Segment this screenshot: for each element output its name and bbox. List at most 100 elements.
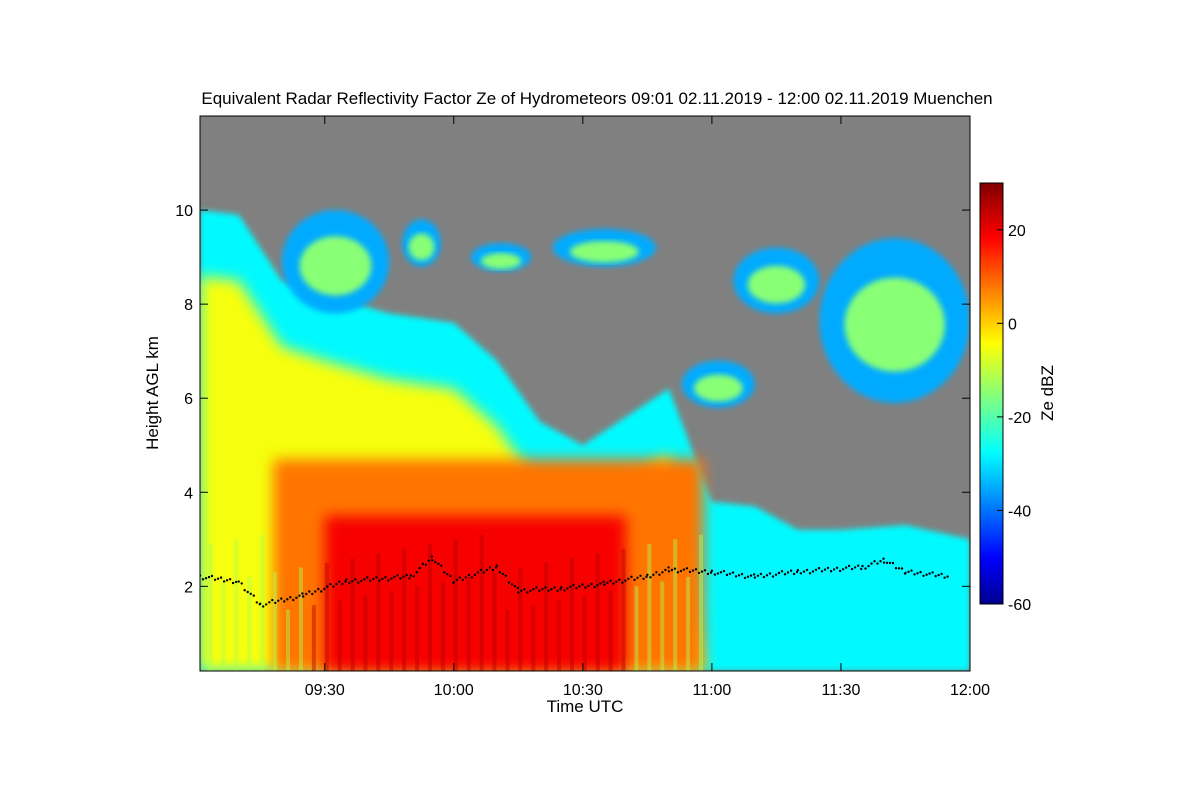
melting-layer-point: [832, 568, 836, 571]
rain-streak: [505, 609, 510, 671]
chart-title: Equivalent Radar Reflectivity Factor Ze …: [201, 89, 992, 108]
melting-layer-point: [796, 568, 800, 572]
rain-streak: [492, 572, 497, 671]
melting-layer-point: [783, 573, 787, 576]
melting-layer-point: [706, 572, 710, 576]
colorbar-tick-label: 0: [1008, 316, 1017, 333]
melting-layer-point: [231, 581, 235, 585]
melting-layer-point: [946, 575, 949, 578]
y-axis: 2 4 6 8 10: [175, 203, 970, 596]
melting-layer-point: [667, 570, 671, 573]
melting-layer-point: [709, 571, 713, 574]
cirrus-core: [747, 265, 806, 304]
rain-streak: [660, 581, 665, 671]
rain-streak: [427, 544, 432, 671]
melting-layer-point: [507, 581, 511, 584]
rain-streak: [324, 562, 329, 671]
melting-layer-point: [844, 566, 848, 569]
rain-streak: [363, 595, 368, 671]
x-tick-label: 11:00: [692, 682, 731, 699]
melting-layer-point: [544, 586, 547, 589]
melting-layer-point: [575, 586, 578, 590]
melting-layer-point: [274, 601, 277, 605]
melting-layer-point: [538, 589, 541, 592]
melting-layer-point: [841, 568, 845, 571]
melting-layer-point: [716, 572, 720, 575]
melting-layer-point: [922, 574, 925, 578]
melting-layer-point: [563, 589, 566, 592]
melting-layer-point: [452, 581, 455, 584]
melting-layer-point: [262, 605, 265, 608]
y-tick-label: 4: [184, 485, 193, 502]
melting-layer-point: [913, 573, 916, 576]
melting-layer-point: [301, 592, 304, 595]
melting-layer-point: [780, 570, 784, 573]
rain-streak: [389, 591, 394, 671]
melting-layer-point: [421, 562, 424, 566]
cirrus-core: [299, 236, 372, 296]
x-tick-label: 12:00: [950, 682, 990, 699]
melting-layer-point: [443, 571, 446, 574]
x-tick-label: 11:30: [822, 682, 861, 699]
melting-layer-point: [476, 571, 480, 574]
melting-layer-point: [731, 571, 735, 574]
melting-layer-point: [621, 581, 624, 584]
melting-layer-point: [743, 576, 747, 580]
melting-layer-point: [894, 567, 898, 570]
rain-streak: [466, 576, 471, 671]
colorbar-tick-label: -20: [1008, 410, 1031, 427]
melting-layer-point: [259, 602, 262, 605]
melting-layer-point: [458, 576, 461, 579]
colorbar-gradient: [979, 182, 1004, 605]
melting-layer-point: [424, 563, 427, 566]
precip-core: [324, 515, 626, 671]
melting-layer-point: [646, 573, 649, 576]
rain-streak: [221, 581, 226, 671]
y-tick-label: 2: [184, 579, 193, 596]
melting-layer-point: [560, 586, 563, 589]
rain-streak: [208, 544, 213, 671]
melting-layer-point: [652, 573, 655, 576]
melting-layer-point: [408, 577, 411, 580]
melting-layer-point: [526, 591, 529, 594]
y-tick-label: 10: [175, 203, 193, 220]
melting-layer-point: [593, 585, 596, 589]
melting-layer-point: [213, 578, 217, 581]
melting-layer-point: [722, 569, 726, 573]
melting-layer-point: [553, 586, 556, 589]
melting-layer-point: [207, 575, 211, 579]
melting-layer-point: [405, 573, 408, 577]
cirrus-core: [693, 374, 743, 402]
melting-layer-point: [618, 578, 621, 581]
melting-layer-point: [934, 575, 937, 578]
colorbar-tick-label: -60: [1008, 597, 1031, 614]
melting-layer-point: [636, 576, 639, 579]
melting-layer-point: [670, 568, 674, 572]
melting-layer-point: [734, 575, 738, 578]
melting-layer-point: [817, 566, 821, 570]
melting-layer-point: [749, 574, 753, 577]
rain-streak: [621, 548, 626, 671]
melting-layer-point: [491, 568, 495, 572]
melting-layer-point: [479, 568, 483, 572]
melting-layer-point: [768, 572, 772, 575]
melting-layer-point: [412, 575, 415, 578]
melting-layer-point: [676, 571, 680, 574]
melting-layer-point: [645, 575, 648, 578]
colorbar-tick-label: 20: [1008, 223, 1026, 240]
melting-layer-point: [201, 578, 205, 581]
melting-layer-point: [805, 568, 809, 572]
melting-layer-point: [777, 571, 781, 575]
melting-layer-point: [415, 571, 418, 574]
melting-layer-point: [829, 570, 833, 573]
melting-layer-point: [556, 589, 559, 592]
melting-layer-point: [372, 577, 375, 581]
melting-layer-point: [861, 564, 864, 568]
melting-layer-point: [280, 597, 283, 600]
melting-layer-point: [302, 595, 305, 598]
melting-layer-point: [746, 575, 750, 578]
melting-layer-point: [590, 582, 593, 586]
melting-layer-point: [210, 574, 214, 578]
melting-layer-point: [348, 581, 351, 584]
melting-layer-point: [332, 585, 335, 588]
